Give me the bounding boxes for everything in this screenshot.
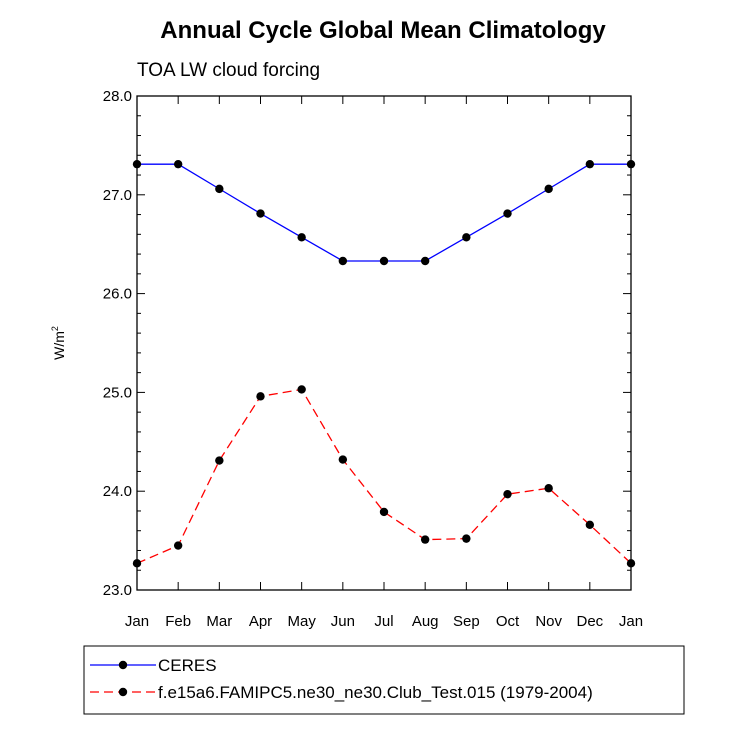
tick-labels: Jan Feb Mar Apr May Jun Jul Aug Sep Oct Nov Dec Jan 2… bbox=[103, 88, 643, 630]
series-2-point bbox=[379, 507, 389, 517]
series-1-point bbox=[503, 209, 512, 218]
x-tick-label: Jun bbox=[331, 613, 355, 630]
chart-title: Annual Cycle Global Mean Climatology bbox=[160, 17, 606, 44]
series-1-point bbox=[173, 159, 183, 169]
y-tick-label: 25.0 bbox=[103, 384, 132, 401]
plot-frame bbox=[136, 95, 632, 591]
series-2-point bbox=[544, 484, 553, 493]
svg-text:W/m2: W/m2 bbox=[50, 326, 67, 360]
series-1-point bbox=[256, 209, 265, 218]
legend-marker-2 bbox=[118, 687, 128, 697]
y-tick-label: 26.0 bbox=[103, 286, 132, 303]
series-line-2 bbox=[136, 388, 632, 564]
legend-label-2: f.e15a6.FAMIPC5.ne30_ne30.Club_Test.015 … bbox=[158, 683, 593, 702]
x-tick-label: Sep bbox=[453, 613, 480, 630]
y-tick-label: 23.0 bbox=[103, 582, 132, 599]
y-tick-label: 27.0 bbox=[103, 187, 132, 204]
x-tick-label: Oct bbox=[496, 613, 520, 630]
series-1-point bbox=[297, 233, 306, 242]
x-tick-label: Jul bbox=[374, 613, 393, 630]
series-2-point bbox=[462, 534, 471, 543]
x-tick-label: Dec bbox=[576, 613, 603, 630]
x-tick-label: Nov bbox=[535, 613, 562, 630]
series-1-point bbox=[338, 256, 348, 266]
series-2-point bbox=[585, 520, 595, 529]
series-2-point bbox=[297, 385, 306, 394]
y-axis-label: W/m bbox=[51, 331, 67, 360]
series-layer bbox=[132, 159, 636, 568]
series-1-point bbox=[462, 233, 471, 242]
series-1-point bbox=[215, 184, 224, 194]
series-2-point bbox=[338, 455, 348, 464]
x-tick-label: Jan bbox=[125, 613, 149, 630]
series-2-point bbox=[503, 489, 512, 499]
series-2-point bbox=[215, 456, 224, 465]
x-tick-label: Jan bbox=[619, 613, 643, 630]
series-2-point bbox=[256, 392, 265, 401]
legend-box bbox=[83, 645, 685, 715]
legend-marker-1 bbox=[118, 660, 128, 670]
x-tick-label: Mar bbox=[206, 613, 232, 630]
series-1-point bbox=[585, 159, 595, 169]
x-tick-label: Feb bbox=[165, 613, 191, 630]
series-line-1 bbox=[137, 163, 631, 262]
series-1-point bbox=[420, 256, 430, 266]
y-axis-title: W/m2 bbox=[50, 326, 67, 360]
x-tick-label: May bbox=[287, 613, 316, 630]
y-axis-label-superscript: 2 bbox=[50, 326, 60, 331]
x-tick-label: Aug bbox=[412, 613, 439, 630]
series-2-point bbox=[173, 541, 183, 550]
legend-label-1: CERES bbox=[158, 656, 217, 675]
x-tick-label: Apr bbox=[249, 613, 272, 630]
series-1-point bbox=[544, 184, 553, 194]
y-tick-label: 28.0 bbox=[103, 88, 132, 105]
series-2-point bbox=[420, 535, 430, 544]
legend: CERES f.e15a6.FAMIPC5.ne30_ne30.Club_Test… bbox=[83, 645, 685, 715]
chart-subtitle: TOA LW cloud forcing bbox=[137, 60, 320, 81]
y-tick-label: 24.0 bbox=[103, 483, 132, 500]
series-1-point bbox=[379, 256, 389, 266]
